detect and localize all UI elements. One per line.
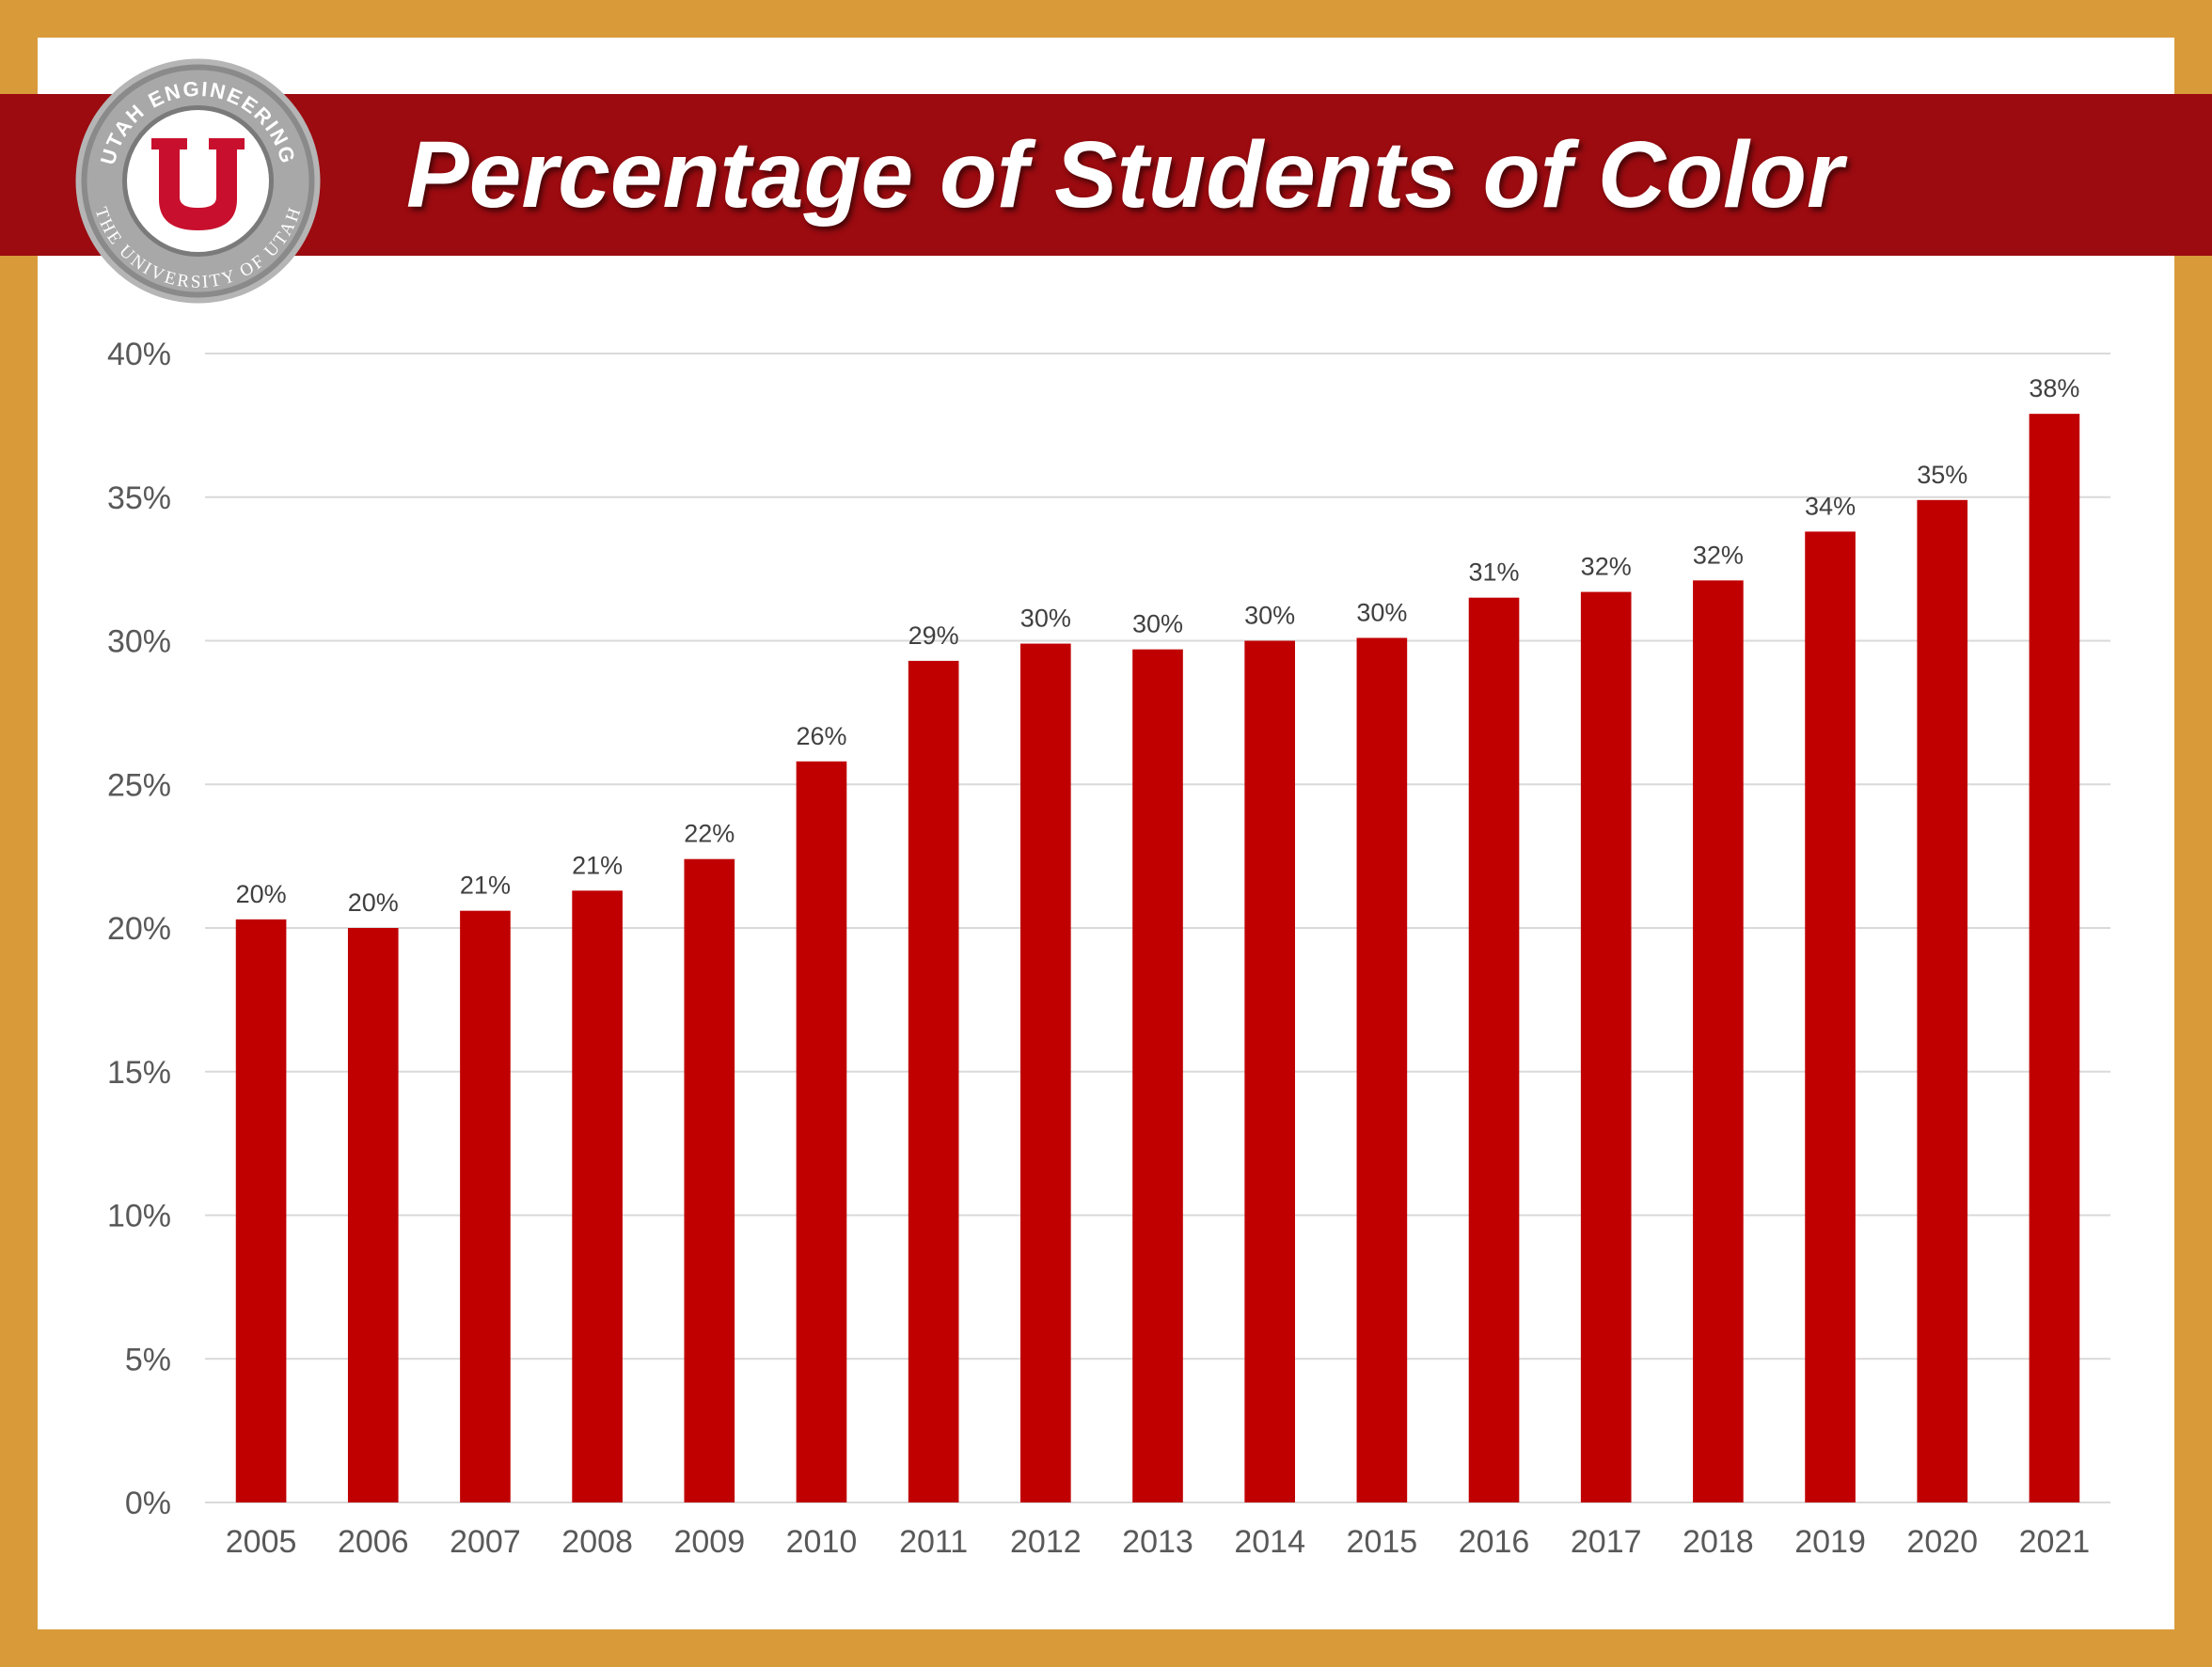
data-label: 32% <box>1581 553 1632 581</box>
x-tick-label: 2016 <box>1459 1524 1530 1560</box>
university-seal-icon: UTAH ENGINEERING THE UNIVERSITY OF UTAH <box>75 58 321 304</box>
x-tick-label: 2019 <box>1794 1524 1866 1560</box>
data-label: 35% <box>1917 461 1967 489</box>
y-tick-label: 0% <box>125 1486 171 1521</box>
x-tick-label: 2017 <box>1571 1524 1642 1560</box>
data-label: 20% <box>348 889 399 917</box>
data-label: 30% <box>1356 598 1407 626</box>
bar <box>572 890 623 1502</box>
y-tick-label: 40% <box>107 337 171 372</box>
data-label: 30% <box>1020 605 1071 633</box>
bar <box>347 928 399 1502</box>
x-tick-label: 2014 <box>1234 1524 1305 1560</box>
data-label: 29% <box>908 621 959 650</box>
y-tick-label: 25% <box>107 767 171 803</box>
x-tick-label: 2020 <box>1906 1524 1978 1560</box>
data-label: 22% <box>684 820 735 848</box>
bar <box>908 660 959 1502</box>
bar <box>1356 637 1408 1502</box>
x-tick-label: 2012 <box>1010 1524 1082 1560</box>
bar <box>1020 643 1071 1502</box>
title-banner <box>0 94 2212 256</box>
bar <box>1468 597 1520 1502</box>
data-label: 30% <box>1244 602 1295 630</box>
x-tick-label: 2006 <box>338 1524 409 1560</box>
data-label: 21% <box>460 872 511 900</box>
y-tick-label: 30% <box>107 624 171 660</box>
bar <box>684 858 735 1502</box>
data-label: 31% <box>1469 558 1520 587</box>
data-label: 21% <box>572 851 623 879</box>
x-tick-label: 2013 <box>1122 1524 1193 1560</box>
y-tick-label: 15% <box>107 1055 171 1091</box>
data-label: 34% <box>1805 492 1856 520</box>
x-tick-label: 2021 <box>2019 1524 2091 1560</box>
x-tick-label: 2008 <box>561 1524 633 1560</box>
data-label: 26% <box>796 722 846 750</box>
chart-title: Percentage of Students of Color <box>406 122 1843 228</box>
bar <box>460 910 511 1502</box>
bar <box>1244 640 1295 1502</box>
data-label: 20% <box>236 880 287 908</box>
bar <box>1693 580 1744 1502</box>
data-label: 30% <box>1132 610 1183 638</box>
x-tick-label: 2009 <box>673 1524 745 1560</box>
x-tick-label: 2011 <box>899 1524 968 1560</box>
data-label: 32% <box>1693 541 1744 569</box>
x-tick-label: 2005 <box>226 1524 297 1560</box>
y-tick-label: 20% <box>107 911 171 947</box>
block-u-icon <box>150 136 246 233</box>
x-tick-label: 2010 <box>786 1524 858 1560</box>
y-tick-label: 35% <box>107 480 171 516</box>
y-tick-label: 10% <box>107 1199 171 1235</box>
x-tick-label: 2007 <box>450 1524 521 1560</box>
bar <box>796 761 847 1502</box>
bar <box>1132 649 1183 1502</box>
x-tick-label: 2018 <box>1683 1524 1754 1560</box>
y-tick-label: 5% <box>125 1342 171 1377</box>
bar <box>1805 531 1856 1503</box>
x-tick-label: 2015 <box>1347 1524 1418 1560</box>
data-label: 38% <box>2029 374 2079 402</box>
bar <box>1580 591 1632 1502</box>
bar <box>235 919 287 1502</box>
bar <box>2029 414 2080 1502</box>
bar <box>1917 499 1968 1503</box>
